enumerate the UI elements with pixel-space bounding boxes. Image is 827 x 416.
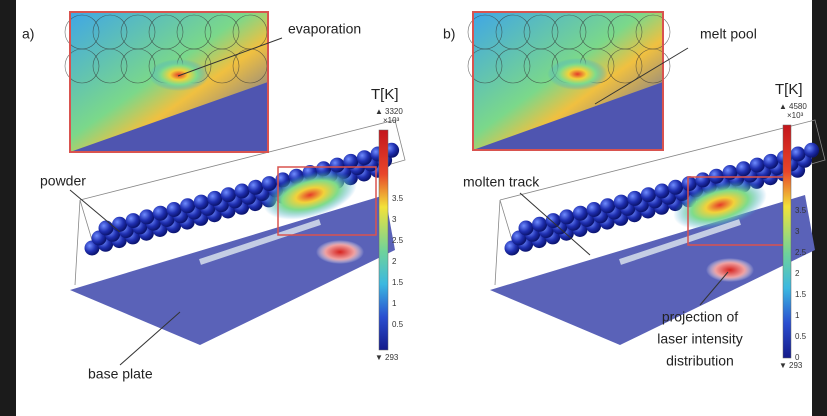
colorbar-max-marker: ▲ xyxy=(375,107,383,116)
colorbar-tick-label: 3.5 xyxy=(795,206,807,215)
figure: a)evaporationpowderbase plateT[K]▲3320×1… xyxy=(0,0,827,416)
colorbar-tick-label: 1 xyxy=(392,299,397,308)
powder-particle xyxy=(600,198,615,213)
panel-label: b) xyxy=(443,26,455,42)
colorbar-tick-label: 1.5 xyxy=(795,290,807,299)
powder-particle xyxy=(248,180,263,195)
colorbar-title: T[K] xyxy=(775,81,803,98)
colorbar-tick-label: 1 xyxy=(795,311,800,320)
panel-label: a) xyxy=(22,26,34,42)
colorbar-max: 4580 xyxy=(789,102,807,111)
powder-particle xyxy=(357,150,372,165)
colorbar-tick-label: 3 xyxy=(795,227,800,236)
colorbar-min: 293 xyxy=(789,361,803,370)
inset-hotspot xyxy=(149,59,209,91)
powder-particle xyxy=(573,206,588,221)
colorbar xyxy=(783,125,791,358)
powder-particle xyxy=(546,213,561,228)
laser-spot xyxy=(706,258,754,282)
powder-particle xyxy=(207,191,222,206)
colorbar-tick-label: 2.5 xyxy=(795,248,807,257)
colorbar-min: 293 xyxy=(385,353,399,362)
colorbar-min-marker: ▼ xyxy=(375,353,383,362)
powder-particle xyxy=(194,195,209,210)
colorbar-title: T[K] xyxy=(371,86,399,103)
colorbar-tick-label: 0.5 xyxy=(392,320,404,329)
powder-particle xyxy=(559,209,574,224)
annotation: laser intensity xyxy=(657,331,743,347)
powder-particle xyxy=(587,202,602,217)
powder-particle xyxy=(614,195,629,210)
colorbar-min-marker: ▼ xyxy=(779,361,787,370)
powder-particle xyxy=(126,213,141,228)
inset-label: melt pool xyxy=(700,26,757,42)
colorbar-tick-label: 2 xyxy=(795,269,800,278)
powder-particle xyxy=(791,147,806,162)
powder-particle xyxy=(668,180,683,195)
colorbar xyxy=(379,130,388,350)
powder-particle xyxy=(750,158,765,173)
powder-particle xyxy=(532,217,547,232)
colorbar-tick-label: 3 xyxy=(392,215,397,224)
powder-particle xyxy=(655,184,670,199)
powder-particle xyxy=(682,176,697,191)
colorbar-max: 3320 xyxy=(385,107,403,116)
colorbar-max-marker: ▲ xyxy=(779,102,787,111)
powder-particle xyxy=(99,221,114,236)
powder-particle xyxy=(695,172,710,187)
powder-particle xyxy=(519,221,534,236)
powder-particle xyxy=(330,158,345,173)
inset-hotspot xyxy=(548,58,608,90)
annotation: base plate xyxy=(88,366,153,382)
colorbar-multiplier: ×10³ xyxy=(383,116,400,125)
colorbar-tick-label: 2.5 xyxy=(392,236,404,245)
annotation: powder xyxy=(40,173,86,189)
powder-particle xyxy=(221,187,236,202)
powder-particle xyxy=(235,184,250,199)
powder-particle xyxy=(709,169,724,184)
powder-particle xyxy=(180,198,195,213)
powder-particle xyxy=(167,202,182,217)
powder-particle xyxy=(112,217,127,232)
colorbar-tick-label: 3.5 xyxy=(392,194,404,203)
powder-particle xyxy=(627,191,642,206)
colorbar-multiplier: ×10³ xyxy=(787,111,804,120)
inset-label: evaporation xyxy=(288,21,361,37)
colorbar-tick-label: 2 xyxy=(392,257,397,266)
annotation: distribution xyxy=(666,353,734,369)
annotation: projection of xyxy=(662,309,738,325)
powder-particle xyxy=(804,143,819,158)
powder-particle xyxy=(763,154,778,169)
powder-particle xyxy=(139,209,154,224)
annotation: molten track xyxy=(463,174,540,190)
laser-spot xyxy=(316,240,364,264)
powder-particle xyxy=(736,161,751,176)
powder-particle xyxy=(153,206,168,221)
colorbar-tick-label: 0.5 xyxy=(795,332,807,341)
powder-particle xyxy=(641,187,656,202)
colorbar-tick-label: 1.5 xyxy=(392,278,404,287)
